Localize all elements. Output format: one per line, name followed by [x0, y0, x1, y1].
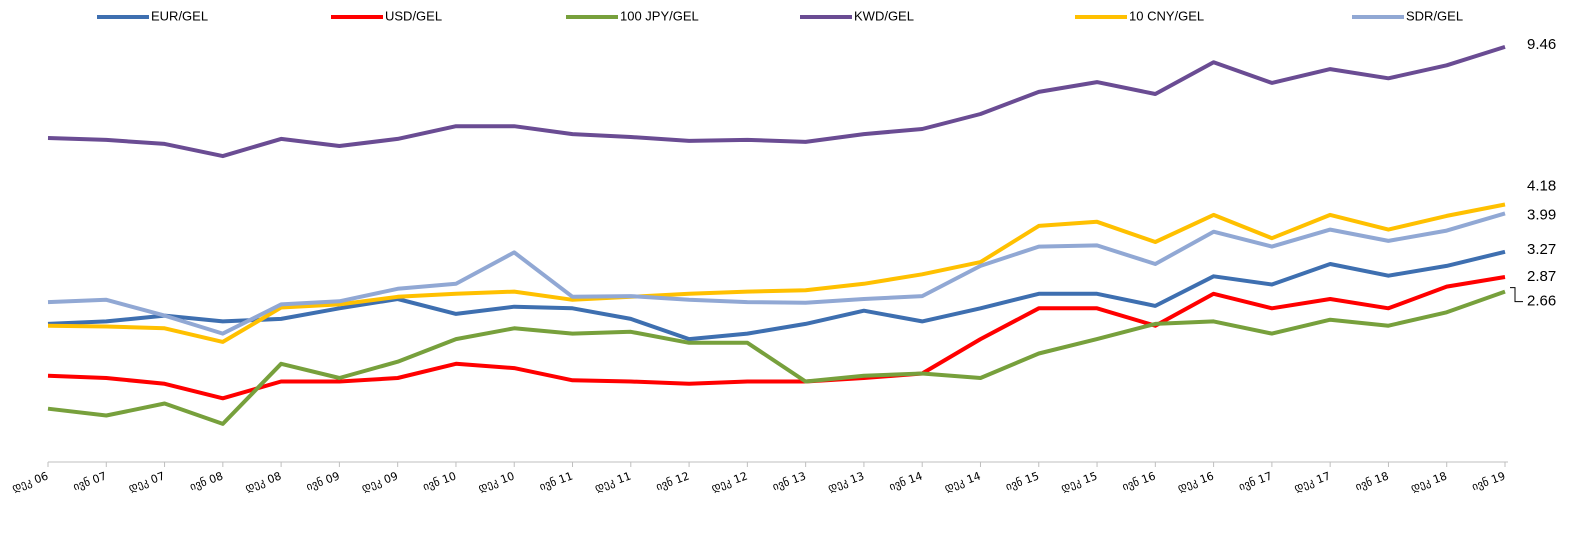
- end-label: 2.66: [1527, 293, 1556, 310]
- x-tick-label: დეკ 06: [10, 469, 50, 494]
- series-line: [47, 202, 1506, 344]
- series-line: [47, 211, 1506, 336]
- x-tick-label: დეკ 14: [943, 469, 983, 494]
- x-tick-label: ივნ 10: [421, 469, 458, 493]
- series-line: [47, 249, 1506, 342]
- x-tick-label: დეკ 09: [360, 469, 400, 494]
- x-tick-label: ივნ 15: [1004, 469, 1041, 493]
- series-line: [47, 275, 1506, 401]
- x-tick-label: ივნ 14: [887, 469, 924, 493]
- end-label: 3.99: [1527, 206, 1556, 223]
- end-label: 2.87: [1527, 268, 1556, 285]
- legend-label: 10 CNY/GEL: [1129, 8, 1204, 23]
- end-label: 4.18: [1527, 177, 1556, 194]
- legend-label: 100 JPY/GEL: [620, 8, 699, 23]
- x-tick-label: დეკ 17: [1292, 469, 1332, 494]
- x-tick-label: ივნ 19: [1470, 469, 1507, 493]
- x-tick-label: ივნ 08: [188, 469, 225, 493]
- legend-label: KWD/GEL: [854, 8, 914, 23]
- x-tick-label: ივნ 13: [771, 469, 808, 493]
- x-tick-label: დეკ 12: [710, 469, 750, 494]
- x-tick-label: დეკ 13: [826, 469, 866, 494]
- x-tick-label: დეკ 18: [1409, 469, 1449, 494]
- x-tick-label: ივნ 11: [538, 469, 575, 493]
- series-line: [47, 44, 1506, 159]
- legend-label: USD/GEL: [385, 8, 442, 23]
- x-tick-label: დეკ 10: [476, 469, 516, 494]
- x-tick-label: ივნ 09: [305, 469, 342, 493]
- x-tick-label: დეკ 16: [1176, 469, 1216, 494]
- x-tick-label: ივნ 07: [71, 469, 108, 493]
- leader-line: [1510, 287, 1523, 303]
- x-tick-label: ივნ 18: [1354, 469, 1391, 493]
- series-line: [47, 289, 1506, 426]
- x-tick-label: დეკ 07: [127, 469, 167, 494]
- x-tick-label: დეკ 08: [243, 469, 283, 494]
- x-tick-label: დეკ 11: [593, 469, 633, 494]
- end-label: 9.46: [1527, 36, 1556, 53]
- legend-label: SDR/GEL: [1406, 8, 1463, 23]
- legend-label: EUR/GEL: [151, 8, 208, 23]
- x-tick-label: ივნ 12: [654, 469, 691, 493]
- x-tick-label: დეკ 15: [1059, 469, 1099, 494]
- end-label: 3.27: [1527, 241, 1556, 258]
- x-tick-label: ივნ 16: [1120, 469, 1157, 493]
- x-tick-label: ივნ 17: [1237, 469, 1274, 493]
